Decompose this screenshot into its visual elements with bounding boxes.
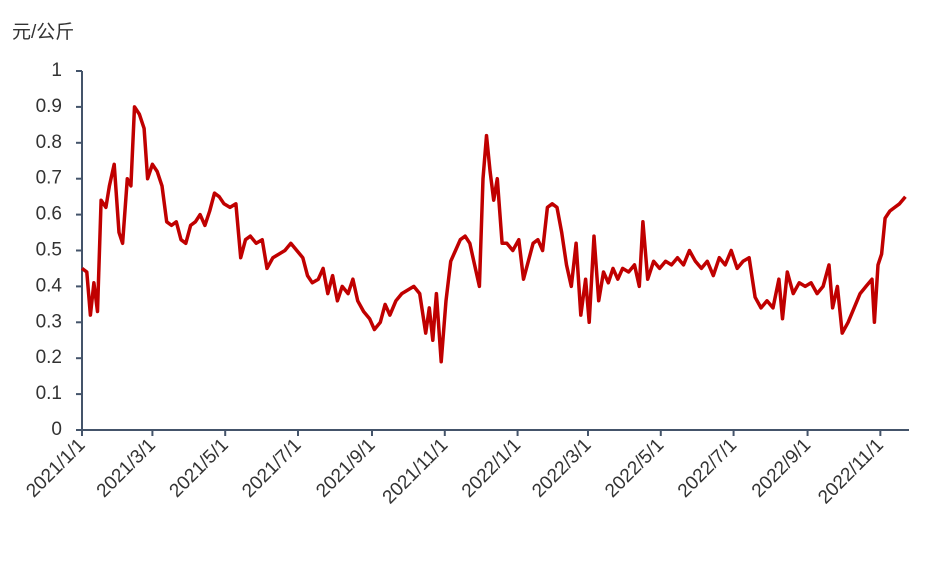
x-tick-label: 2021/7/1	[238, 435, 305, 502]
x-tick-label: 2022/5/1	[601, 435, 668, 502]
y-tick-label: 0.9	[36, 96, 62, 117]
y-tick-label: 0.6	[36, 204, 62, 225]
y-tick-label: 0.1	[36, 383, 62, 404]
x-tick-label: 2022/11/1	[814, 435, 888, 509]
x-tick-label: 2021/5/1	[166, 435, 233, 502]
x-tick-label: 2022/1/1	[458, 435, 525, 502]
x-tick-label: 2021/3/1	[93, 435, 160, 502]
line-series	[80, 105, 907, 364]
y-axis-label: 元/公斤	[12, 21, 74, 43]
x-tick-label: 2021/11/1	[379, 435, 453, 509]
x-tick-label: 2021/9/1	[312, 435, 379, 502]
x-tick-label: 2022/9/1	[748, 435, 815, 502]
y-tick-label: 0	[51, 419, 62, 440]
y-tick-label: 0.5	[36, 240, 62, 261]
y-tick-label: 0.8	[36, 132, 62, 153]
x-tick-label: 2022/7/1	[674, 435, 741, 502]
y-tick-label: 1	[51, 60, 62, 81]
y-tick-label: 0.3	[36, 311, 62, 332]
x-tick-label: 2021/1/1	[22, 435, 89, 502]
y-tick-label: 0.2	[36, 347, 62, 368]
y-tick-label: 0.7	[36, 168, 62, 189]
x-tick-label: 2022/3/1	[528, 435, 595, 502]
y-tick-label: 0.4	[36, 275, 63, 296]
